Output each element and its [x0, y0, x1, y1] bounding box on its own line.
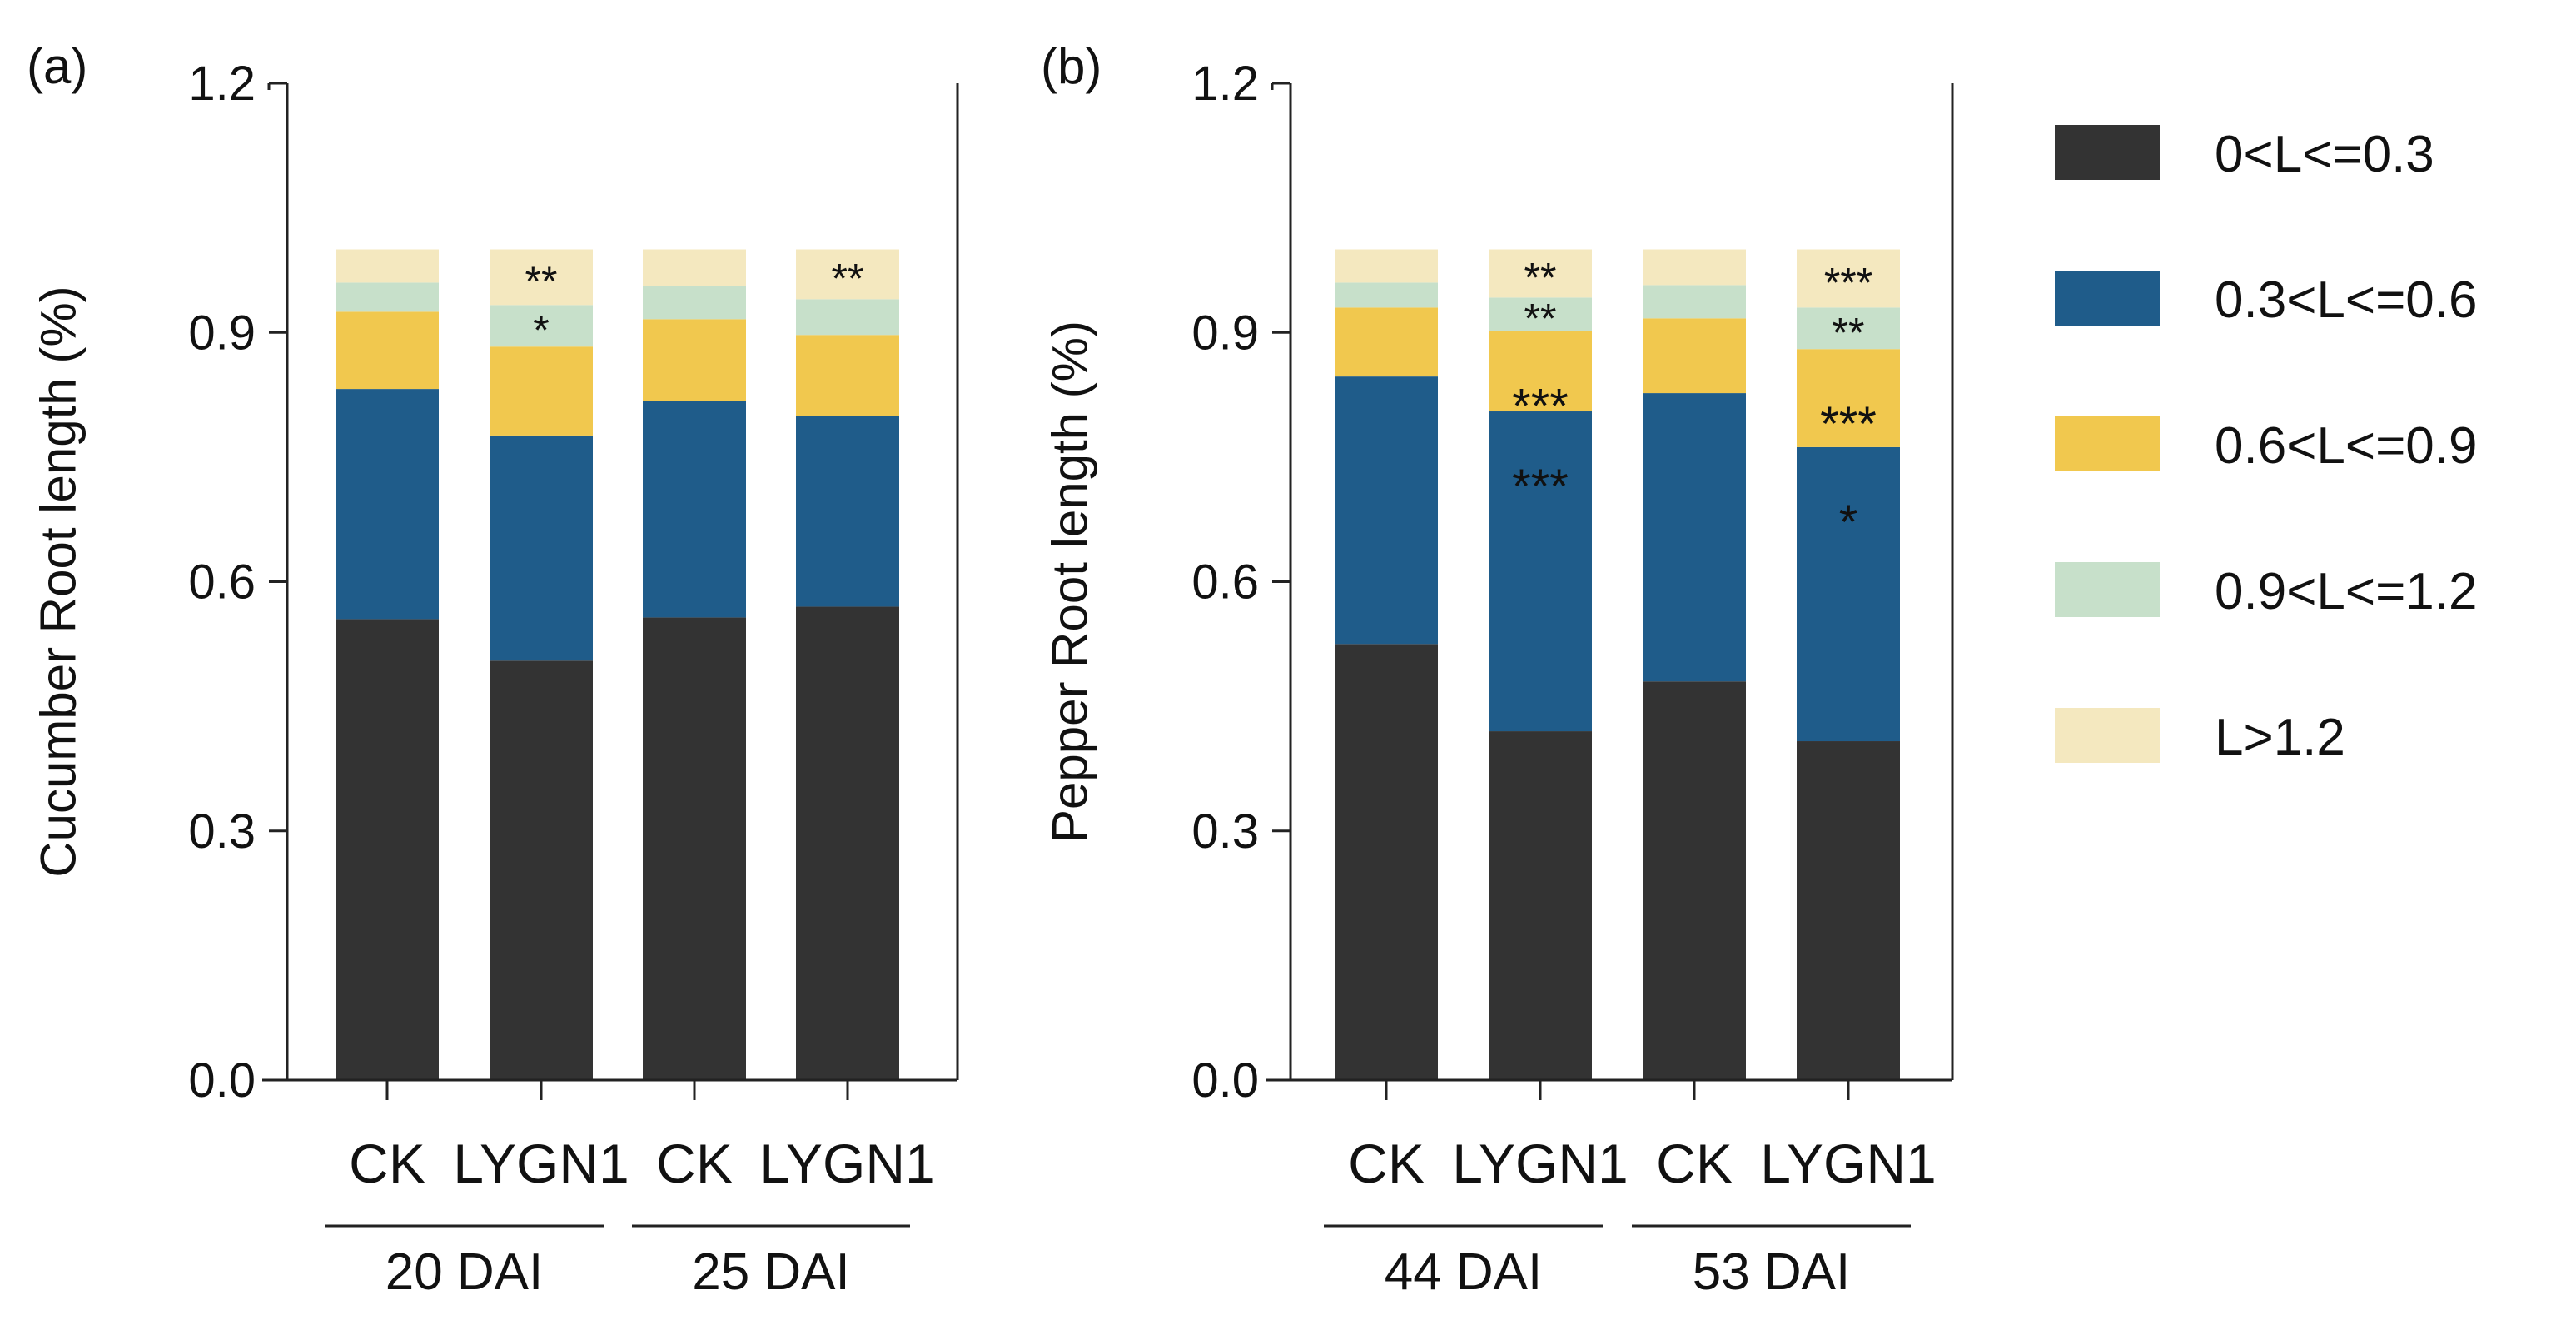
- y-tick-label: 0.9: [1191, 306, 1259, 360]
- x-tick-label: LYGN1: [1452, 1133, 1629, 1194]
- bar-segment: [490, 305, 593, 347]
- significance-mark: *: [1839, 496, 1858, 550]
- bar-segment: [1643, 249, 1746, 286]
- bar-segment: [1797, 307, 1900, 350]
- bar-segment: [1643, 285, 1746, 319]
- bar-segment: [1797, 249, 1900, 308]
- bar-segment: [336, 249, 439, 283]
- bar-segment: [643, 249, 746, 286]
- bar-segment: [796, 606, 899, 1080]
- bar-segment: [336, 311, 439, 390]
- significance-mark: **: [1524, 295, 1557, 341]
- x-tick-label: LYGN1: [1760, 1133, 1937, 1194]
- x-tick-label: CK: [349, 1133, 425, 1194]
- y-tick-label: 0.0: [188, 1054, 256, 1108]
- bar-segment: [490, 346, 593, 436]
- bar-segment: [643, 401, 746, 618]
- bar-segment: [1797, 446, 1900, 742]
- bar-segment: [336, 619, 439, 1080]
- bar-segment: [1335, 376, 1438, 645]
- legend-label: 0.3<L<=0.6: [2215, 271, 2477, 329]
- significance-mark: ***: [1824, 259, 1872, 306]
- bar-segment: [490, 435, 593, 661]
- bar-segment: [490, 249, 593, 306]
- chart-panel-b: *******************0.00.30.60.91.2CK LYGN…: [1041, 38, 1954, 1301]
- bar-segment: [643, 319, 746, 401]
- significance-mark: ***: [1512, 460, 1569, 514]
- bar-segment: [643, 286, 746, 320]
- significance-mark: ***: [1512, 379, 1569, 433]
- group-label: 25 DAI: [692, 1243, 850, 1301]
- bar-segment: [1489, 731, 1592, 1080]
- group-label: 44 DAI: [1385, 1243, 1543, 1301]
- x-tick-label: LYGN1: [453, 1133, 629, 1194]
- y-tick-label: 0.3: [188, 804, 256, 859]
- legend: 0<L<=0.3 0.3<L<=0.6 0.6<L<=0.9 0.9<L<=1.2 L>…: [2055, 125, 2477, 766]
- group-label: 20 DAI: [385, 1243, 544, 1301]
- y-tick-label: 0.3: [1191, 804, 1259, 859]
- bar-segment: [336, 389, 439, 620]
- panel-label: (b): [1041, 38, 1102, 94]
- bar-segment: [643, 617, 746, 1080]
- significance-mark: ***: [1820, 397, 1877, 451]
- bar-segment: [490, 660, 593, 1080]
- bar-segment: [1335, 249, 1438, 283]
- legend-label: 0.9<L<=1.2: [2215, 563, 2477, 620]
- y-axis-label: Cucumber Root length (%): [31, 286, 87, 877]
- legend-swatch: [2055, 416, 2160, 471]
- legend-swatch: [2055, 562, 2160, 617]
- bar-segment: [1489, 297, 1592, 331]
- y-tick-label: 0.9: [188, 306, 256, 360]
- legend-swatch: [2055, 271, 2160, 326]
- x-tick-label: CK: [1656, 1133, 1733, 1194]
- legend-swatch: [2055, 708, 2160, 763]
- y-axis-label: Pepper Root length (%): [1042, 321, 1098, 843]
- bar-segment: [796, 299, 899, 336]
- bar-segment: [1489, 249, 1592, 298]
- y-tick-label: 1.2: [188, 57, 256, 111]
- y-tick-label: 0.6: [188, 555, 256, 610]
- legend-swatch: [2055, 125, 2160, 180]
- legend-label: 0<L<=0.3: [2215, 126, 2434, 183]
- significance-mark: **: [832, 255, 864, 301]
- x-tick-label: LYGN1: [759, 1133, 936, 1194]
- y-tick-label: 0.0: [1191, 1054, 1259, 1108]
- bar-segment: [796, 335, 899, 416]
- legend-label: 0.6<L<=0.9: [2215, 417, 2477, 475]
- bar-segment: [1335, 307, 1438, 377]
- bar-segment: [336, 282, 439, 312]
- x-tick-label: CK: [1348, 1133, 1425, 1194]
- y-tick-label: 0.6: [1191, 555, 1259, 610]
- significance-mark: **: [525, 258, 558, 305]
- bar-segment: [796, 416, 899, 607]
- bar-segment: [1797, 741, 1900, 1080]
- significance-mark: **: [1524, 254, 1557, 301]
- bar-segment: [1643, 393, 1746, 682]
- panel-label: (a): [27, 38, 87, 94]
- significance-mark: **: [1833, 309, 1865, 356]
- significance-mark: *: [533, 306, 549, 353]
- bar-segment: [796, 249, 899, 300]
- y-tick-label: 1.2: [1191, 57, 1259, 111]
- bar-segment: [1489, 331, 1592, 412]
- bar-segment: [1797, 349, 1900, 447]
- bar-segment: [1489, 411, 1592, 732]
- bar-segment: [1335, 644, 1438, 1080]
- bar-segment: [1643, 681, 1746, 1080]
- bar-segment: [1335, 282, 1438, 308]
- legend-label: L>1.2: [2215, 709, 2345, 766]
- x-tick-label: CK: [656, 1133, 733, 1194]
- group-label: 53 DAI: [1693, 1243, 1851, 1301]
- bar-segment: [1643, 318, 1746, 394]
